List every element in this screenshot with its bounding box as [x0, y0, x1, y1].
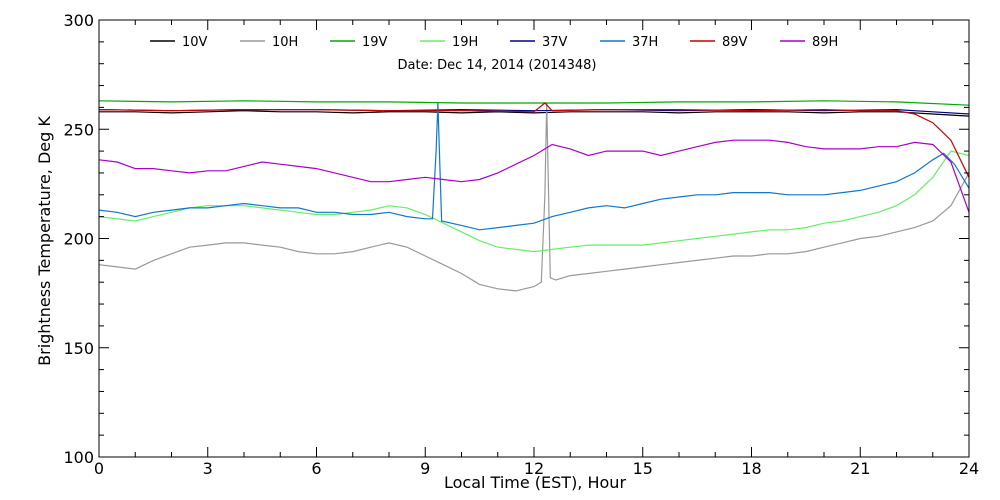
series-line-19h: [98, 150, 970, 253]
y-tick-label: 250: [63, 120, 94, 139]
x-tick-label: 6: [311, 459, 321, 478]
legend-item-89v: 89V: [690, 35, 748, 50]
y-tick-label: 150: [63, 339, 94, 358]
legend-label: 37H: [632, 35, 658, 50]
legend-item-19v: 19V: [330, 35, 388, 50]
series-layer: [98, 100, 970, 292]
legend-item-37v: 37V: [510, 35, 568, 50]
x-tick-label: 15: [633, 459, 653, 478]
y-tick-label: 200: [63, 230, 94, 249]
axes: 0 3 6 9 12 15 18 21 24 100 150 200 250 300: [63, 11, 979, 478]
x-axis-label: Local Time (EST), Hour: [444, 473, 626, 492]
legend-item-19h: 19H: [420, 35, 478, 50]
legend-label: 19V: [362, 35, 388, 50]
y-tick-label: 300: [63, 11, 94, 30]
series-line-10v: [99, 110, 970, 117]
legend-item-89h: 89H: [780, 35, 838, 50]
y-axis-label: Brightness Temperature, Deg K: [35, 116, 54, 366]
series-line-89v: [98, 102, 970, 178]
series-line-10h: [98, 102, 970, 292]
series-line-89h: [98, 139, 970, 213]
chart-title: Date: Dec 14, 2014 (2014348): [398, 58, 597, 73]
legend-label: 10V: [182, 35, 208, 50]
x-tick-label: 18: [741, 459, 761, 478]
legend-label: 19H: [452, 35, 478, 50]
x-tick-label: 0: [94, 459, 104, 478]
series-line-37h: [98, 102, 970, 231]
y-tick-label: 100: [63, 448, 94, 467]
legend-item-10h: 10H: [240, 35, 298, 50]
legend-label: 10H: [272, 35, 298, 50]
legend: 10V 10H 19V 19H 37V 37H 89V 89H: [150, 35, 838, 50]
x-tick-label: 24: [959, 459, 979, 478]
x-tick-label: 9: [420, 459, 430, 478]
x-tick-label: 3: [203, 459, 213, 478]
legend-label: 37V: [542, 35, 568, 50]
legend-item-10v: 10V: [150, 35, 208, 50]
x-tick-label: 21: [850, 459, 870, 478]
legend-item-37h: 37H: [600, 35, 658, 50]
legend-label: 89H: [812, 35, 838, 50]
x-tick-label: 12: [524, 459, 544, 478]
series-line-19v: [98, 100, 970, 106]
legend-label: 89V: [722, 35, 748, 50]
